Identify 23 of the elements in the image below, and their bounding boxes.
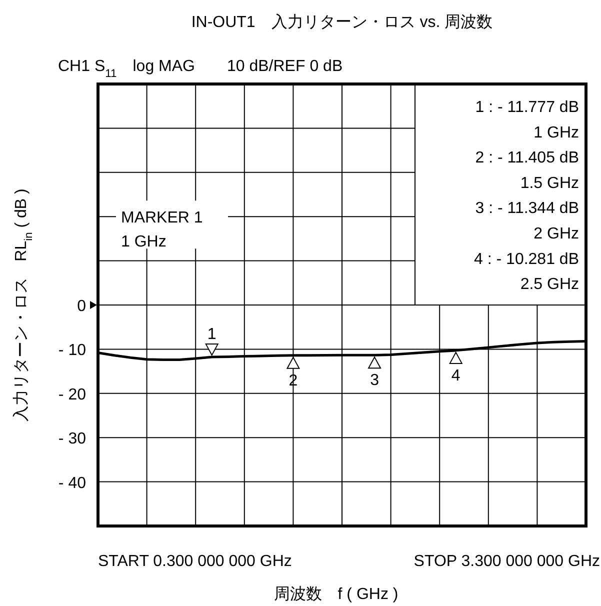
annotation: 3	[370, 372, 380, 390]
annotation: 1 GHz	[534, 124, 579, 142]
annotation: 4	[451, 367, 460, 384]
annotation: 1 : - 11.777 dB	[475, 99, 579, 116]
y-tick-label: - 30	[58, 430, 86, 448]
y-tick-label: - 20	[58, 386, 86, 404]
chart-title: IN-OUT1 入力リターン・ロス vs. 周波数	[191, 13, 493, 31]
y-tick-label: - 40	[58, 474, 86, 492]
text: CH1 S$_{11}$ log MAG 10 dB/REF 0 dB	[58, 58, 343, 80]
annotation: 2 GHz	[534, 226, 579, 242]
annotation: 3 : - 11.344 dB	[475, 200, 579, 218]
annotation: 2 : - 11.405 dB	[475, 150, 579, 167]
y-tick-label: - 10	[58, 342, 86, 360]
x-axis-title: 周波数 f ( GHz )	[274, 585, 398, 603]
text: STOP 3.300 000 000 GHz	[414, 553, 600, 570]
annotation: MARKER 1	[121, 210, 203, 227]
annotation: 2.5 GHz	[520, 276, 579, 294]
text: START 0.300 000 000 GHz	[98, 553, 292, 570]
annotation: 1	[207, 326, 216, 344]
annotation: 1 GHz	[121, 234, 166, 251]
annotation: 4 : - 10.281 dB	[474, 250, 579, 268]
annotation: 1.5 GHz	[520, 174, 579, 192]
y-tick-label: 0	[77, 298, 86, 315]
